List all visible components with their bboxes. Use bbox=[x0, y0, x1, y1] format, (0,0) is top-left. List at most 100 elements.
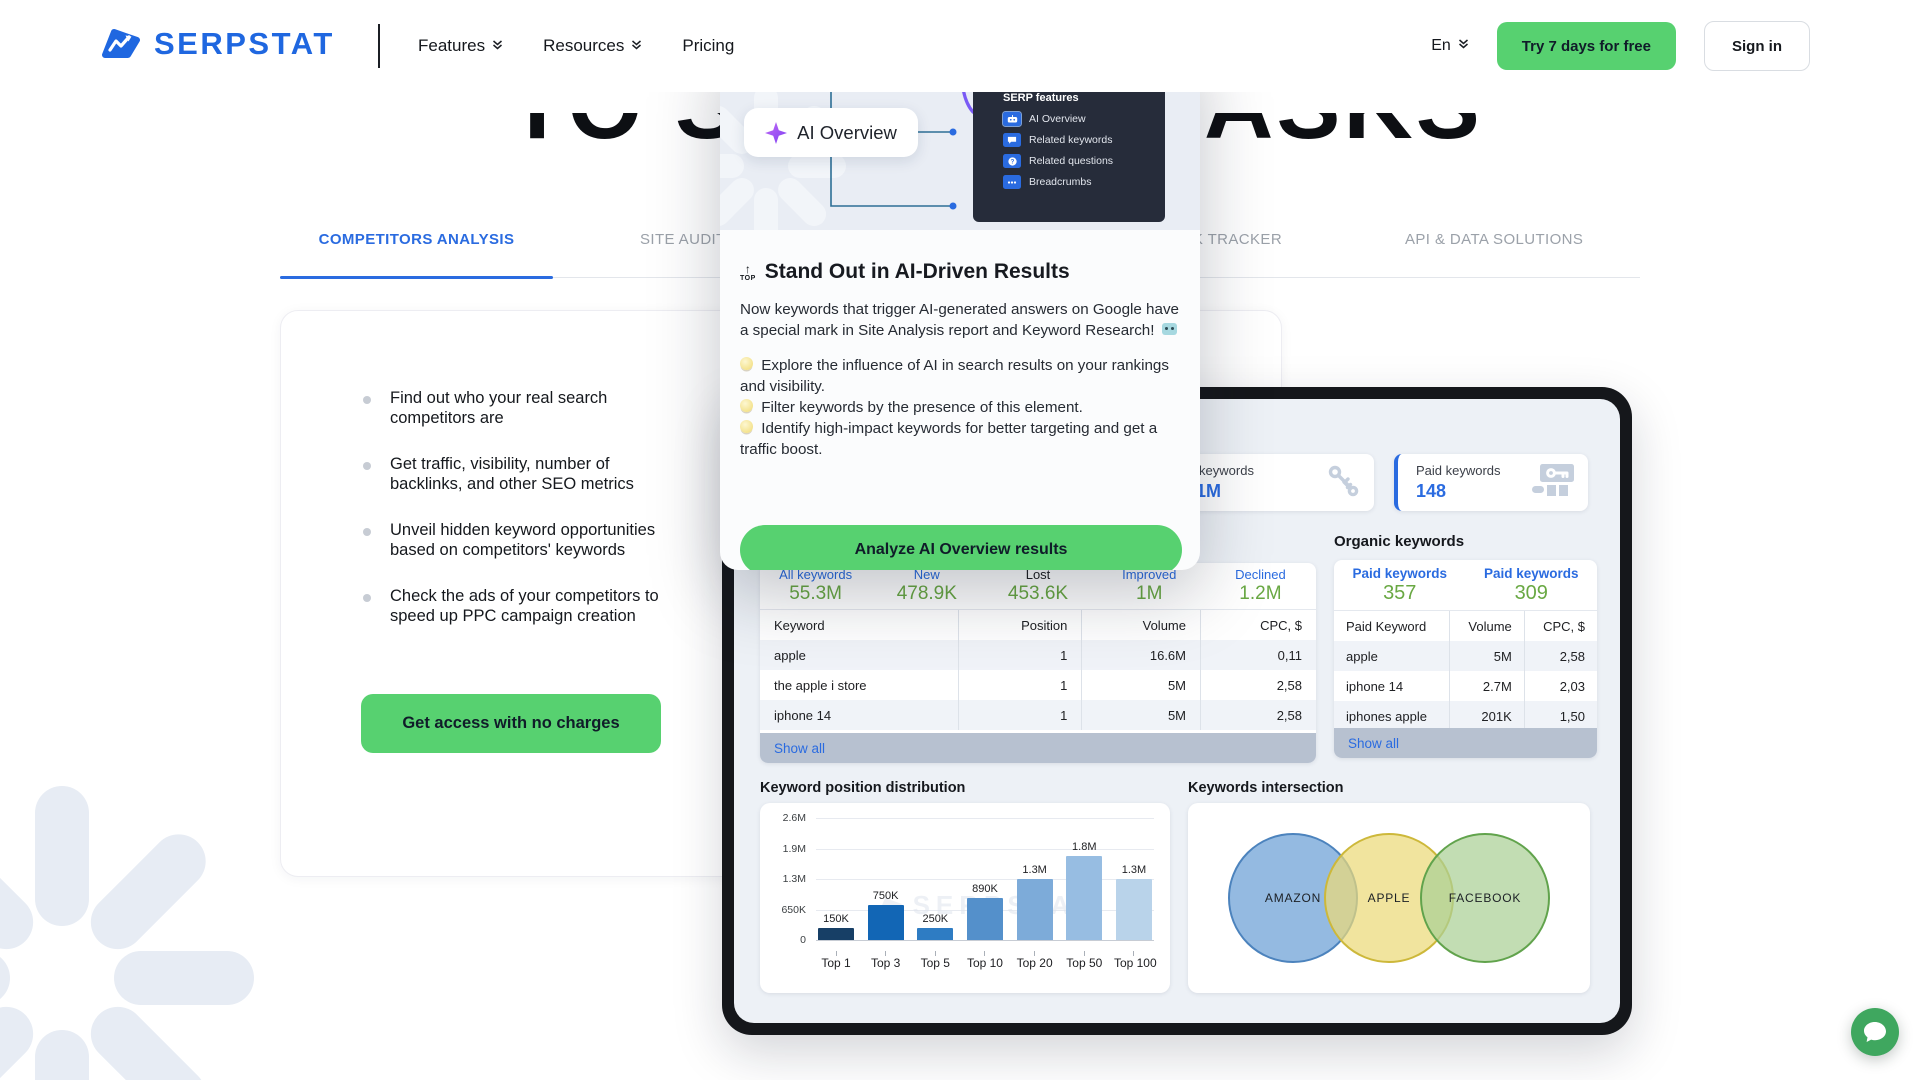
chat-widget-button[interactable] bbox=[1851, 1008, 1899, 1056]
key-grid-icon bbox=[1532, 462, 1576, 503]
stat-paid-keywords: Paid keywords 309 bbox=[1466, 566, 1598, 605]
stat-value: 453.6K bbox=[1007, 583, 1069, 604]
table-cell: 16.6M bbox=[1081, 640, 1201, 670]
bar bbox=[1115, 879, 1152, 940]
nav-item-label: Pricing bbox=[682, 36, 735, 55]
table-row: apple 5M 2,58 bbox=[1334, 641, 1597, 671]
bar-value-label: 150K bbox=[823, 913, 849, 925]
headline-fragment-right: ASKS bbox=[1204, 113, 1483, 154]
modal-intro-text: Now keywords that trigger AI-generated a… bbox=[740, 301, 1179, 339]
bar-value-label: 1.3M bbox=[1121, 864, 1147, 876]
list-item: Find out who your real search competitor… bbox=[363, 389, 676, 428]
get-access-button[interactable]: Get access with no charges bbox=[361, 694, 661, 753]
analyze-ai-overview-button[interactable]: Analyze AI Overview results bbox=[740, 525, 1182, 570]
serpstat-logo[interactable]: SERPSTAT bbox=[100, 26, 335, 62]
table-row: iphone 14 1 5M 2,58 bbox=[760, 700, 1316, 730]
summary-card-value: 148 bbox=[1416, 481, 1447, 501]
y-tick-label: 1.3M bbox=[782, 873, 806, 885]
stat-label: New bbox=[913, 567, 940, 582]
column-header: CPC, $ bbox=[1200, 610, 1316, 640]
bullet-dot-icon bbox=[363, 396, 371, 404]
tab-label: API & DATA SOLUTIONS bbox=[1405, 231, 1584, 248]
ai-chip-label: AI Overview bbox=[797, 121, 897, 143]
bar bbox=[867, 904, 904, 940]
stat-value: 309 bbox=[1514, 581, 1548, 604]
bar-value-label: 1.8M bbox=[1072, 840, 1097, 853]
x-tick-mark bbox=[885, 951, 887, 956]
stat-value: 357 bbox=[1383, 581, 1417, 604]
list-item: Unveil hidden keyword opportunities base… bbox=[363, 521, 676, 560]
y-tick-label: 650K bbox=[781, 903, 806, 916]
sign-in-button[interactable]: Sign in bbox=[1704, 21, 1810, 71]
bar bbox=[1016, 879, 1053, 940]
chevron-down-icon bbox=[631, 36, 642, 56]
column-header: Paid Keyword bbox=[1346, 618, 1427, 634]
bar-chart-title: Keyword position distribution bbox=[760, 780, 966, 796]
table-cell: 5M bbox=[1081, 670, 1201, 700]
table-cell: 1 bbox=[957, 700, 1082, 730]
nav-item-pricing[interactable]: Pricing bbox=[682, 36, 734, 56]
headline-fragment-left: TO S bbox=[0, 113, 742, 154]
active-tab-underline bbox=[280, 276, 553, 279]
question-icon: ? bbox=[1003, 154, 1021, 168]
x-tick-label: Top 50 bbox=[1064, 951, 1104, 970]
stat-label: Improved bbox=[1122, 567, 1177, 582]
bar-column: 1.3M bbox=[1015, 864, 1055, 940]
serp-feature-related-keywords: Related keywords bbox=[1003, 133, 1155, 147]
nav-item-label: Resources bbox=[543, 36, 625, 55]
table-cell: 2,58 bbox=[1200, 670, 1316, 700]
stat-declined: Declined 1.2M bbox=[1205, 567, 1316, 605]
chat-icon bbox=[1003, 133, 1021, 147]
stat-improved: Improved 1M bbox=[1094, 567, 1205, 605]
dots-icon bbox=[1003, 175, 1021, 189]
bar-column: 1.8M bbox=[1064, 841, 1104, 940]
tab-competitors-analysis[interactable]: COMPETITORS ANALYSIS bbox=[280, 231, 553, 279]
table-row: the apple i store 1 5M 2,58 bbox=[760, 670, 1316, 700]
bullet-text: Check the ads of your competitors to spe… bbox=[390, 587, 659, 625]
stat-value: 478.9K bbox=[896, 583, 957, 604]
serpstat-logo-icon bbox=[102, 29, 140, 58]
table-cell: iphone 14 bbox=[1346, 678, 1404, 694]
chart-gridline bbox=[816, 848, 1154, 850]
table-cell: 5M bbox=[1081, 700, 1201, 730]
nav-item-features[interactable]: Features bbox=[418, 36, 503, 56]
svg-text:APPLE: APPLE bbox=[1368, 891, 1411, 905]
dashboard-screen: All keywords 7.1M Paid keywords 148 All key… bbox=[734, 399, 1620, 1023]
bar-column: 890K bbox=[965, 883, 1005, 940]
serp-feature-breadcrumbs: Breadcrumbs bbox=[1003, 175, 1155, 189]
paid-keywords-panel: Paid keywords 357 Paid keywords 309 Paid Ke… bbox=[1334, 560, 1597, 758]
modal-tip: Explore the influence of AI in search re… bbox=[740, 357, 1169, 395]
try-free-button[interactable]: Try 7 days for free bbox=[1496, 22, 1676, 70]
table-cell: 0,11 bbox=[1200, 640, 1316, 670]
bullet-dot-icon bbox=[363, 594, 371, 602]
robot-icon bbox=[1002, 111, 1022, 127]
summary-card-text: Paid keywords 148 bbox=[1416, 463, 1532, 502]
table-cell: the apple i store bbox=[774, 677, 867, 693]
tab-site-audit[interactable]: SITE AUDIT bbox=[640, 231, 726, 248]
bar-value-label: 750K bbox=[872, 889, 899, 902]
table-cell: 201K bbox=[1448, 701, 1525, 731]
column-header: Position bbox=[957, 610, 1082, 640]
column-header: Keyword bbox=[774, 617, 825, 633]
tab-api-data-solutions[interactable]: API & DATA SOLUTIONS bbox=[1405, 231, 1583, 248]
bar bbox=[818, 928, 854, 940]
table-cell: iphone 14 bbox=[774, 707, 832, 723]
list-item: Check the ads of your competitors to spe… bbox=[363, 587, 676, 626]
modal-tip: Filter keywords by the presence of this … bbox=[740, 397, 1180, 418]
stat-lost: Lost 453.6K bbox=[982, 567, 1093, 605]
column-header: Volume bbox=[1081, 610, 1201, 640]
ai-overview-modal: AI Overview ▶ 41 SERP features AI Overvi… bbox=[720, 34, 1200, 570]
x-tick-text: Top 10 bbox=[966, 956, 1003, 970]
bulb-emoji bbox=[740, 399, 753, 412]
nav-item-resources[interactable]: Resources bbox=[543, 36, 642, 56]
modal-tips: Explore the influence of AI in search re… bbox=[740, 355, 1180, 460]
language-selector[interactable]: En bbox=[1431, 37, 1469, 55]
stat-label: Paid keywords bbox=[1352, 565, 1448, 581]
table-row: iphones apple 201K 1,50 bbox=[1334, 701, 1597, 731]
dashboard-mockup-frame: All keywords 7.1M Paid keywords 148 All key… bbox=[722, 387, 1632, 1035]
chevron-down-icon bbox=[492, 36, 503, 56]
x-tick-mark bbox=[1133, 951, 1135, 956]
serp-feature-label: Related keywords bbox=[1029, 134, 1113, 146]
x-tick-label: Top 1 bbox=[816, 951, 856, 970]
ai-overview-chip: AI Overview bbox=[744, 108, 918, 157]
